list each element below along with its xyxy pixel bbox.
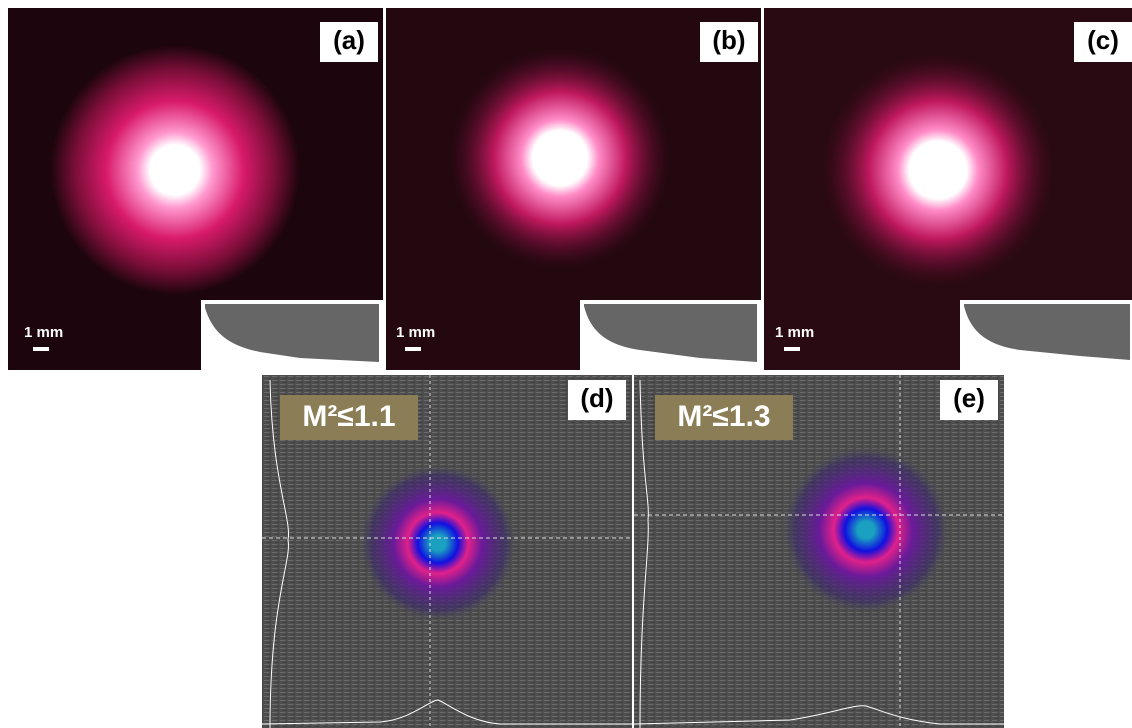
panel-label: (b) bbox=[712, 25, 745, 55]
panel-label: (c) bbox=[1087, 25, 1119, 55]
panel-e: M²≤1.3 (e) bbox=[634, 375, 1004, 728]
scale-bar-label: 1 mm bbox=[24, 324, 63, 341]
panel-c: (c) 1 mm bbox=[764, 8, 1132, 370]
panel-label: (a) bbox=[333, 25, 365, 55]
figure: (a) 1 mm (b) 1 mm (c) 1 mm M²≤1.1 (d) M²… bbox=[0, 0, 1132, 728]
panel-d: M²≤1.1 (d) bbox=[262, 375, 632, 728]
panel-label: (d) bbox=[580, 383, 613, 413]
m2-label: M²≤1.1 bbox=[302, 400, 395, 433]
panel-b: (b) 1 mm bbox=[386, 8, 761, 370]
panel-a: (a) 1 mm bbox=[8, 8, 383, 370]
scale-bar-label: 1 mm bbox=[775, 324, 814, 341]
panel-label: (e) bbox=[953, 383, 985, 413]
scale-bar-label: 1 mm bbox=[396, 324, 435, 341]
m2-label: M²≤1.3 bbox=[677, 400, 770, 433]
